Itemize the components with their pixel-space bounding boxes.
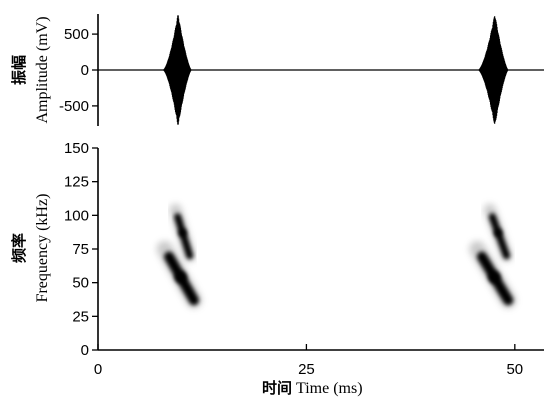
spec-y-ticks: 150 125 100 75 50 25 0 <box>64 140 98 359</box>
oscillogram-panel: 500 0 -500 振幅 Amplitude (mV) <box>10 14 544 126</box>
spec-ylabel-cn: 频率 <box>10 233 28 263</box>
spec-xlabel-cn: 时间 <box>262 379 292 397</box>
spec-sweep-fundamental <box>156 241 202 309</box>
spec-y-tick-label: 0 <box>81 342 89 359</box>
spec-sweep-peak <box>174 271 187 284</box>
spec-y-tick-label: 75 <box>72 241 89 258</box>
spec-y-tick-label: 150 <box>64 140 89 157</box>
osc-y-tick-label: 500 <box>64 26 89 43</box>
spectrogram-panel: 150 125 100 75 50 25 0 0 25 50 频率 Frequency (kHz… <box>10 140 544 397</box>
spec-y-tick-label: 25 <box>72 308 89 325</box>
spec-sweeps <box>156 203 517 309</box>
spec-ylabel: Frequency (kHz) <box>34 194 51 303</box>
osc-ylabel-cn: 振幅 <box>10 55 28 85</box>
osc-pulse <box>162 15 192 125</box>
spec-xlabel: Time (ms) <box>296 380 363 397</box>
osc-y-ticks: 500 0 -500 <box>59 26 98 115</box>
osc-ylabel: Amplitude (mV) <box>34 16 51 123</box>
spec-x-tick-label: 25 <box>298 361 315 378</box>
osc-pulses <box>162 15 509 125</box>
spec-sweep-peak <box>494 228 503 237</box>
spec-x-tick-label: 50 <box>506 361 523 378</box>
spec-y-tick-label: 100 <box>64 207 89 224</box>
spec-x-tick-label: 0 <box>94 361 102 378</box>
spec-sweep-harmonic <box>483 203 513 262</box>
spec-sweep-peak <box>488 271 501 284</box>
spec-y-tick-label: 50 <box>72 275 89 292</box>
osc-pulse <box>477 16 509 124</box>
osc-y-tick-label: 0 <box>81 62 89 79</box>
spec-y-tick-label: 125 <box>64 174 89 191</box>
osc-y-tick-label: -500 <box>59 98 89 115</box>
spec-sweep-fundamental <box>469 241 517 309</box>
spec-x-ticks: 0 25 50 <box>94 344 523 378</box>
spec-sweep-peak <box>178 228 187 237</box>
spec-sweep-harmonic <box>169 203 196 262</box>
